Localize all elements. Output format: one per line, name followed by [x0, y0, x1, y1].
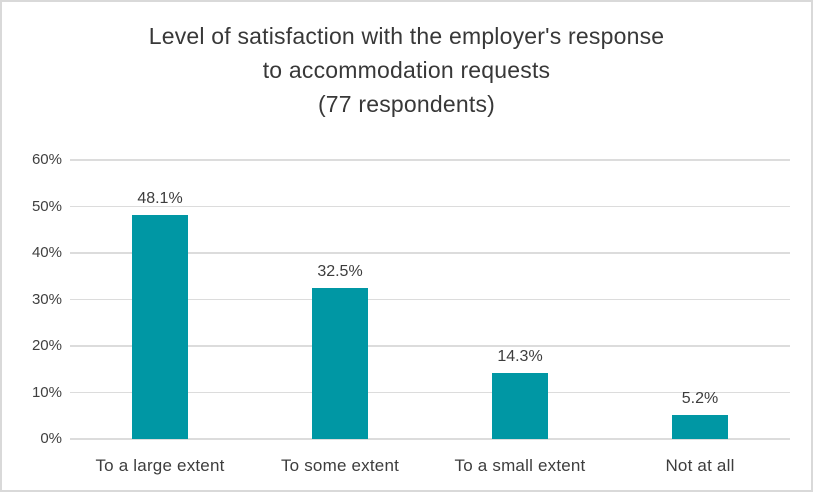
gridline: [70, 298, 790, 301]
gridline: [70, 345, 790, 347]
y-axis-tick-label: 50%: [31, 197, 62, 215]
bar-2: [312, 287, 368, 439]
x-axis-category-label-2: To some extent: [280, 456, 400, 475]
data-label-3: 14.3%: [497, 347, 543, 365]
gridline: [70, 252, 790, 254]
x-axis-category-label-3: To a small extent: [454, 456, 586, 475]
data-label-1: 48.1%: [137, 190, 183, 208]
y-axis-tick-label: 60%: [31, 151, 62, 168]
data-label-2: 32.5%: [317, 262, 363, 280]
x-axis-category-label-1: To a large extent: [95, 456, 225, 475]
bar-3: [492, 372, 548, 439]
y-axis-tick-label: 30%: [31, 290, 62, 308]
gridline: [70, 205, 790, 208]
chart-title: Level of satisfaction with the employer'…: [2, 19, 811, 121]
data-label-4: 5.2%: [681, 389, 719, 407]
plot-area: 60% 50% 40% 30% 20% 10% 0% 48.1% To a large exte…: [32, 151, 790, 475]
x-axis-category-label-4: Not at all: [665, 456, 735, 475]
y-axis-tick-label: 20%: [31, 337, 62, 354]
gridline: [70, 159, 790, 161]
gridline: [70, 391, 790, 394]
chart-title-line-3: (77 respondents): [317, 91, 496, 117]
y-axis-tick-label: 0%: [40, 430, 62, 447]
chart-title-line-2: to accommodation requests: [262, 57, 551, 83]
x-axis-line: [70, 438, 790, 440]
chart-title-line-1: Level of satisfaction with the employer'…: [148, 23, 665, 49]
y-axis-tick-label: 10%: [31, 383, 62, 401]
bar-4: [672, 414, 728, 439]
bar-1: [132, 215, 188, 439]
y-axis-tick-label: 40%: [31, 244, 62, 261]
